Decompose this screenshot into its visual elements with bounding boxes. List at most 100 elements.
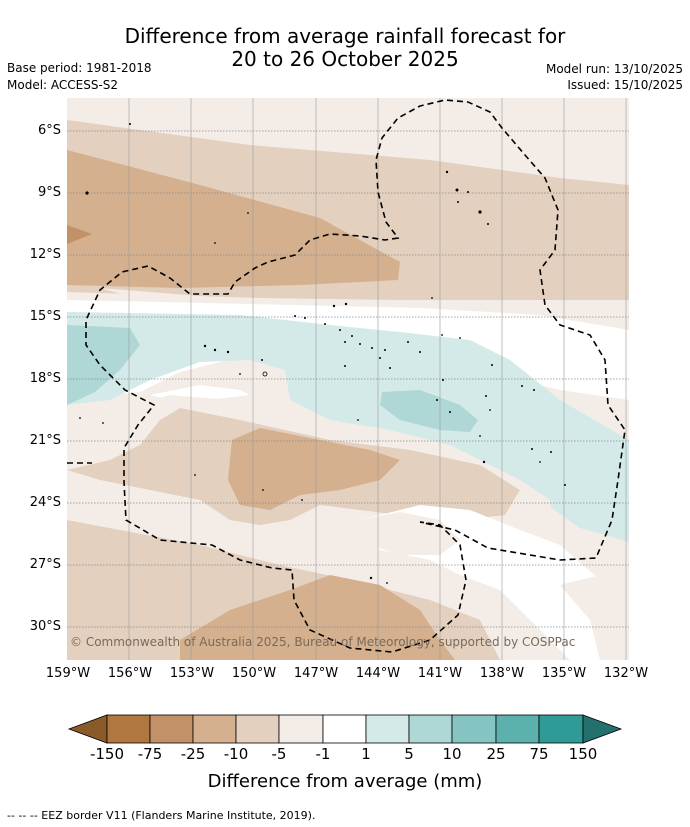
island [301, 499, 303, 501]
island [467, 191, 469, 193]
island [491, 364, 493, 366]
colorbar-segment [365, 714, 410, 744]
lat-tick-label: 27°S [29, 557, 61, 572]
island [262, 489, 264, 491]
eez-border-line [85, 99, 626, 653]
lat-tick-label: 30°S [29, 619, 61, 634]
colorbar-label: 75 [529, 745, 549, 763]
island [389, 367, 391, 369]
lat-tick-label: 18°S [29, 371, 61, 386]
lon-tick-label: 132°W [603, 666, 649, 681]
island [533, 389, 535, 391]
colorbar-segment [106, 714, 151, 744]
island [441, 334, 443, 336]
lower-brown-patch-2 [180, 575, 455, 660]
island [407, 341, 409, 343]
lat-tick-label: 12°S [29, 247, 61, 262]
lat-tick-label: 24°S [29, 495, 61, 510]
latitude-gridlines [67, 130, 629, 628]
island [539, 461, 541, 463]
island [550, 451, 552, 453]
eez-legend-note: -- -- -- EEZ border V11 (Flanders Marine… [7, 809, 316, 822]
island [379, 357, 381, 359]
wet-teal-patch-central [380, 390, 478, 432]
colorbar-segment [495, 714, 540, 744]
lat-tick-label: 15°S [29, 309, 61, 324]
island [457, 201, 459, 203]
island [214, 242, 216, 244]
base-period: Base period: 1981-2018 [7, 61, 152, 75]
island [371, 347, 373, 349]
lon-tick-label: 135°W [541, 666, 587, 681]
island [449, 411, 451, 413]
map-title-line-1: Difference from average rainfall forecas… [124, 24, 566, 48]
colorbar-label: -5 [271, 745, 287, 763]
island [339, 329, 341, 331]
island [79, 417, 81, 419]
island [442, 379, 444, 381]
island [487, 223, 489, 225]
colorbar-segment [538, 714, 584, 744]
model-name: Model: ACCESS-S2 [7, 78, 119, 92]
island [489, 409, 491, 411]
island [344, 302, 348, 306]
island [332, 304, 336, 308]
island [85, 191, 89, 195]
island [431, 297, 433, 299]
lon-tick-label: 153°W [169, 666, 215, 681]
model-run-date: Model run: 13/10/2025 [545, 62, 683, 76]
upper-darker-brown-patch [67, 225, 92, 244]
colorbar-label: -25 [180, 745, 206, 763]
colorbar-title: Difference from average (mm) [207, 771, 483, 792]
wet-light-teal-band [67, 312, 629, 542]
colorbar-segment-under [67, 714, 108, 744]
island [482, 460, 486, 464]
upper-neutral-strip [100, 288, 260, 302]
colorbar-label: 1 [361, 745, 371, 763]
colorbar-label: -75 [137, 745, 163, 763]
island [357, 419, 359, 421]
island [213, 348, 217, 352]
colorbar-label: 10 [442, 745, 462, 763]
copyright-notice: © Commonwealth of Australia 2025, Bureau… [70, 635, 576, 649]
island [239, 373, 241, 375]
lon-tick-label: 141°W [417, 666, 463, 681]
island [304, 317, 306, 319]
colorbar-segment [149, 714, 194, 744]
island [531, 448, 533, 450]
island [386, 582, 388, 584]
longitude-gridlines [128, 98, 627, 660]
island [294, 315, 296, 317]
lower-brown-patch-1 [228, 428, 400, 510]
lon-tick-label: 144°W [355, 666, 401, 681]
colorbar-segment [235, 714, 280, 744]
island [521, 385, 523, 387]
southeast-light-brown-edge [560, 560, 629, 660]
lon-tick-label: 159°W [45, 666, 91, 681]
colorbar-label: -10 [223, 745, 249, 763]
island [324, 323, 326, 325]
island [247, 212, 249, 214]
island [344, 365, 346, 367]
lat-tick-label: 6°S [37, 123, 61, 138]
colorbar-label: 150 [568, 745, 598, 763]
island [436, 399, 438, 401]
colorbar-segment-over [582, 714, 623, 744]
islands [79, 123, 566, 584]
island [203, 344, 207, 348]
lon-tick-label: 147°W [293, 666, 339, 681]
upper-brown-band [67, 150, 400, 288]
island [261, 359, 263, 361]
island [262, 371, 268, 377]
island [445, 170, 449, 174]
colorbar-segment [192, 714, 237, 744]
island [478, 210, 482, 214]
colorbar-segment [322, 714, 367, 744]
map-title-line-2: 20 to 26 October 2025 [231, 47, 459, 71]
southeast-light-brown-patch [360, 512, 460, 555]
island [384, 349, 386, 351]
lat-tick-label: 9°S [37, 185, 61, 200]
lon-tick-label: 150°W [231, 666, 277, 681]
issued-date: Issued: 15/10/2025 [567, 78, 683, 92]
island [226, 350, 230, 354]
